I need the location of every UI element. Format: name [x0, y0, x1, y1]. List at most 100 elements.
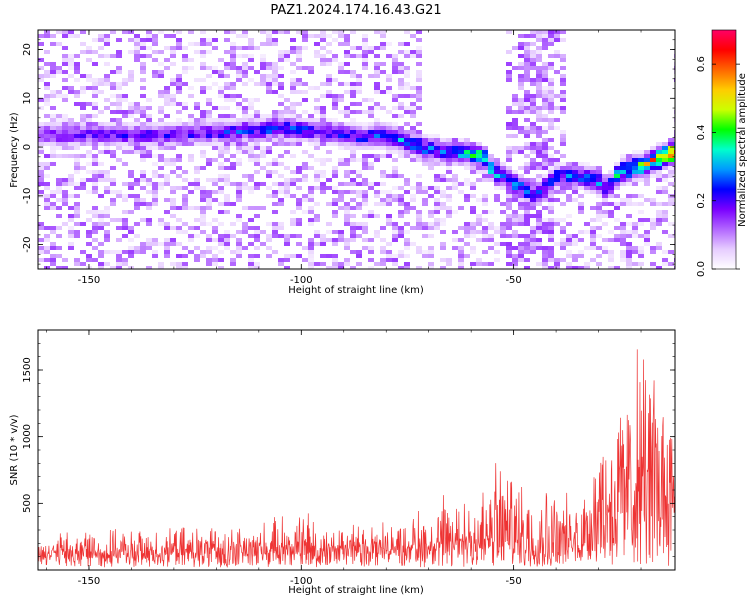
heatmap-cell [374, 122, 380, 126]
heatmap-cell [44, 114, 50, 118]
heatmap-cell [344, 170, 350, 174]
heatmap-cell [566, 222, 572, 226]
heatmap-cell [578, 194, 584, 198]
heatmap-cell [104, 262, 110, 266]
heatmap-cell [296, 46, 302, 50]
heatmap-cell [338, 130, 344, 134]
heatmap-cell [206, 190, 212, 194]
heatmap-cell [230, 126, 236, 130]
heatmap-cell [638, 178, 644, 182]
heatmap-cell [512, 182, 518, 186]
heatmap-cell [386, 190, 392, 194]
heatmap-cell [488, 262, 494, 266]
heatmap-cell [530, 250, 536, 254]
heatmap-cell [476, 258, 482, 262]
heatmap-cell [398, 106, 404, 110]
heatmap-cell [302, 122, 308, 126]
heatmap-cell [224, 66, 230, 70]
heatmap-cell [146, 138, 152, 142]
heatmap-cell [482, 234, 488, 238]
heatmap-cell [236, 134, 242, 138]
heatmap-cell [314, 126, 320, 130]
heatmap-cell [158, 90, 164, 94]
heatmap-cell [116, 38, 122, 42]
heatmap-cell [620, 166, 626, 170]
heatmap-cell [50, 126, 56, 130]
heatmap-cell [92, 246, 98, 250]
heatmap-cell [218, 238, 224, 242]
heatmap-cell [302, 46, 308, 50]
heatmap-cell [434, 150, 440, 154]
heatmap-cell [512, 118, 518, 122]
heatmap-cell [398, 86, 404, 90]
heatmap-cell [446, 258, 452, 262]
heatmap-cell [614, 266, 620, 269]
heatmap-cell [278, 82, 284, 86]
heatmap-cell [248, 266, 254, 269]
heatmap-cell [134, 142, 140, 146]
heatmap-cell [86, 210, 92, 214]
heatmap-cell [410, 102, 416, 106]
heatmap-cell [50, 226, 56, 230]
heatmap-cell [506, 158, 512, 162]
heatmap-cell [290, 178, 296, 182]
heatmap-cell [212, 122, 218, 126]
heatmap-cell [524, 94, 530, 98]
heatmap-cell [536, 226, 542, 230]
heatmap-cell [266, 170, 272, 174]
heatmap-cell [68, 90, 74, 94]
heatmap-cell [398, 230, 404, 234]
heatmap-cell [374, 130, 380, 134]
heatmap-cell [134, 38, 140, 42]
heatmap-cell [536, 202, 542, 206]
heatmap-cell [398, 78, 404, 82]
heatmap-cell [230, 114, 236, 118]
heatmap-cell [368, 266, 374, 269]
heatmap-cell [92, 182, 98, 186]
heatmap-cell [56, 134, 62, 138]
heatmap-cell [380, 170, 386, 174]
heatmap-cell [218, 222, 224, 226]
heatmap-cell [134, 126, 140, 130]
heatmap-cell [302, 126, 308, 130]
heatmap-cell [542, 178, 548, 182]
heatmap-cell [542, 42, 548, 46]
heatmap-cell [488, 234, 494, 238]
heatmap-cell [140, 130, 146, 134]
heatmap-cell [404, 42, 410, 46]
heatmap-cell [98, 46, 104, 50]
heatmap-cell [374, 158, 380, 162]
heatmap-cell [254, 130, 260, 134]
heatmap-cell [116, 54, 122, 58]
heatmap-cell [626, 222, 632, 226]
heatmap-cell [548, 126, 554, 130]
heatmap-cell [242, 34, 248, 38]
heatmap-cell [248, 66, 254, 70]
heatmap-cell [284, 254, 290, 258]
heatmap-cell [620, 202, 626, 206]
heatmap-cell [548, 194, 554, 198]
heatmap-cell [62, 98, 68, 102]
heatmap-cell [500, 202, 506, 206]
heatmap-cell [656, 202, 662, 206]
heatmap-cell [338, 34, 344, 38]
heatmap-cell [638, 170, 644, 174]
heatmap-cell [638, 262, 644, 266]
heatmap-cell [170, 238, 176, 242]
heatmap-cell [560, 190, 566, 194]
heatmap-cell [128, 194, 134, 198]
heatmap-cell [650, 162, 656, 166]
heatmap-cell [404, 262, 410, 266]
heatmap-cell [224, 106, 230, 110]
heatmap-cell [116, 254, 122, 258]
heatmap-cell [338, 134, 344, 138]
heatmap-cell [332, 118, 338, 122]
heatmap-cell [224, 230, 230, 234]
heatmap-cell [194, 218, 200, 222]
heatmap-cell [128, 134, 134, 138]
heatmap-cell [632, 250, 638, 254]
heatmap-cell [560, 230, 566, 234]
heatmap-cell [602, 190, 608, 194]
heatmap-cell [320, 34, 326, 38]
heatmap-cell [62, 118, 68, 122]
